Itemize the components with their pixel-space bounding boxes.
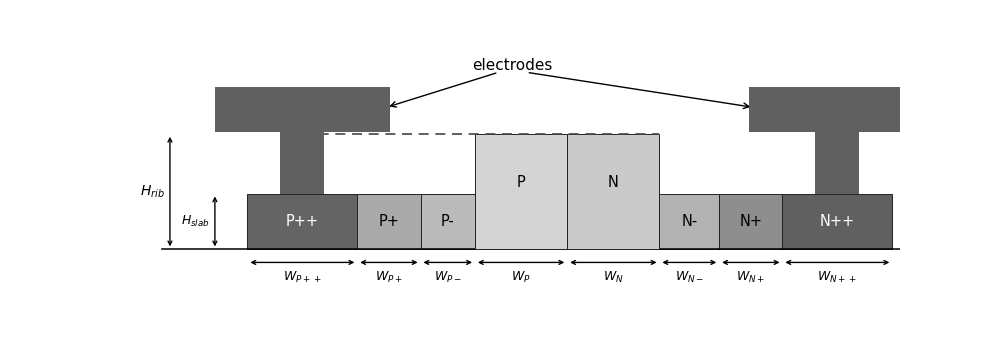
Bar <box>567 193 659 249</box>
Text: P+: P+ <box>378 214 399 229</box>
Bar <box>475 193 567 249</box>
Bar <box>815 132 859 193</box>
Bar <box>421 193 475 249</box>
Text: $W_{P-}$: $W_{P-}$ <box>434 270 462 285</box>
Bar <box>719 193 782 249</box>
Text: $W_{N-}$: $W_{N-}$ <box>675 270 704 285</box>
Text: P-: P- <box>441 214 455 229</box>
Text: $W_{P++}$: $W_{P++}$ <box>283 270 322 285</box>
Text: P: P <box>517 175 525 190</box>
Text: $H_{rib}$: $H_{rib}$ <box>140 183 165 200</box>
Bar <box>567 134 659 249</box>
Text: $W_{N++}$: $W_{N++}$ <box>817 270 857 285</box>
Bar <box>215 87 390 132</box>
Bar <box>280 132 324 193</box>
Bar <box>357 193 421 249</box>
Text: $W_{N+}$: $W_{N+}$ <box>736 270 765 285</box>
Bar <box>749 87 925 132</box>
Bar <box>475 134 567 249</box>
Text: N: N <box>608 175 619 190</box>
Bar <box>247 193 357 249</box>
Text: N-: N- <box>681 214 697 229</box>
Text: $H_{slab}$: $H_{slab}$ <box>181 214 209 229</box>
Text: $W_P$: $W_P$ <box>511 270 531 285</box>
Text: P++: P++ <box>286 214 319 229</box>
Text: $W_{P+}$: $W_{P+}$ <box>375 270 403 285</box>
Text: N++: N++ <box>820 214 855 229</box>
Bar <box>782 193 892 249</box>
Text: N+: N+ <box>739 214 762 229</box>
Text: $W_N$: $W_N$ <box>603 270 624 285</box>
Text: electrodes: electrodes <box>472 58 553 73</box>
Bar <box>659 193 719 249</box>
